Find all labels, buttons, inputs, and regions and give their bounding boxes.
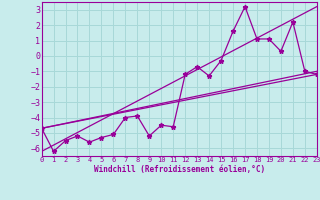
X-axis label: Windchill (Refroidissement éolien,°C): Windchill (Refroidissement éolien,°C) [94, 165, 265, 174]
